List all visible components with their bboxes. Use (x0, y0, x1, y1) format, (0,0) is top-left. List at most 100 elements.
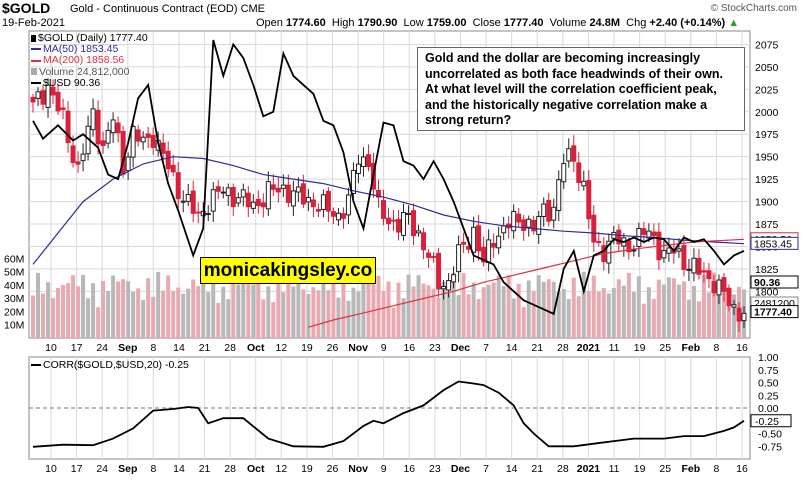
candle-body (235, 197, 241, 204)
x-axis-tick: 2021 (577, 463, 601, 475)
candle-body (411, 210, 417, 237)
annotation-box: Gold and the dollar are becoming increas… (417, 47, 745, 131)
correlation-axis-tick: 0.50 (758, 378, 779, 390)
candle-body (115, 122, 121, 134)
volume-bar (511, 298, 516, 338)
volume-bar (626, 272, 631, 338)
x-axis-tick: Dec (451, 463, 470, 475)
volume-bar (71, 275, 76, 338)
volume-bar (316, 290, 321, 338)
x-axis-tick: 14 (173, 463, 185, 475)
ma200-swatch-icon (31, 59, 41, 62)
candle-body (486, 239, 492, 263)
x-axis-tick: 14 (173, 342, 185, 354)
volume-bar (241, 277, 246, 338)
candle-body (626, 240, 632, 253)
volume-bar (721, 279, 726, 338)
ma50-line (32, 156, 745, 265)
candle-body (711, 281, 717, 294)
candle-body (691, 257, 697, 274)
x-axis-tick: 19 (634, 463, 646, 475)
x-axis-tick: 10 (45, 463, 57, 475)
candle-body (396, 219, 402, 233)
candle-body (666, 247, 672, 254)
correlation-axis-tick: 0.25 (758, 390, 779, 402)
volume-bar (706, 292, 711, 338)
candle-body (380, 200, 386, 219)
candle-body (591, 214, 597, 243)
candle-body (75, 161, 81, 165)
volume-bar (471, 282, 476, 338)
candle-body (290, 190, 296, 207)
volume-bar (311, 287, 316, 338)
x-axis-tick: 19 (301, 463, 313, 475)
candle-body (696, 257, 702, 275)
candle-body (55, 91, 61, 112)
candle-body (631, 249, 637, 252)
correlation-value-tag (750, 414, 792, 428)
x-axis-tick: Nov (348, 342, 368, 354)
value-tag (750, 236, 799, 250)
x-axis-tick: 12 (275, 342, 287, 354)
volume-bar (556, 292, 561, 338)
legend-price: $GOLD (Daily) 1777.40 (31, 32, 148, 44)
candle-body (215, 186, 221, 192)
correlation-line (32, 380, 745, 448)
volume-bar (686, 299, 691, 338)
candle-body (45, 84, 51, 108)
ohlc-summary: Open 1774.60 High 1790.90 Low 1759.00 Cl… (256, 17, 739, 29)
x-axis-tick: 21 (199, 463, 211, 475)
volume-axis-tick: 30M (4, 293, 24, 305)
volume-label: Volume (549, 17, 587, 29)
volume-bar (691, 285, 696, 338)
x-axis-tick: 11 (609, 342, 620, 354)
candle-body (185, 194, 191, 202)
volume-bar (161, 290, 166, 338)
usd-swatch-icon (31, 82, 41, 85)
candle-body (230, 186, 236, 208)
candle-body (471, 226, 477, 253)
volume-bar (371, 281, 376, 338)
candle-body (175, 172, 181, 200)
volume-bar (531, 290, 536, 338)
volume-bar (561, 289, 566, 338)
candle-body (541, 203, 547, 217)
volume-bar (206, 292, 211, 338)
volume-bar (51, 298, 56, 338)
volume-bar (276, 275, 281, 338)
price-axis-tick: 1925 (755, 174, 779, 186)
candle-body (60, 107, 66, 110)
candle-body (636, 227, 642, 247)
correlation-axis-tick: 0.75 (758, 365, 779, 377)
x-axis-tick: 8 (713, 463, 719, 475)
volume-bar (451, 272, 456, 338)
volume-bar (331, 272, 336, 338)
candle-body (125, 156, 131, 172)
price-axis-tick: 1975 (755, 129, 779, 141)
candle-body (451, 274, 457, 283)
volume-bar (41, 293, 46, 338)
volume-bar (76, 286, 81, 338)
volume-bar (566, 299, 571, 338)
stockcharts-credit[interactable]: © StockCharts.com (710, 3, 797, 14)
candle-body (165, 150, 171, 170)
volume-bar (611, 287, 616, 338)
candle-body (641, 228, 647, 235)
volume-bar (336, 297, 341, 338)
price-axis-tick: 1900 (755, 197, 779, 209)
x-axis-tick: 14 (506, 342, 518, 354)
volume-bar (266, 286, 271, 338)
x-axis-tick: 12 (275, 463, 287, 475)
candle-body (145, 133, 151, 138)
volume-bar (476, 298, 481, 338)
candle-body (496, 235, 502, 249)
candle-body (275, 187, 281, 193)
watermark-label: monicakingsley.co (200, 257, 376, 284)
x-axis-tick: 2021 (577, 342, 601, 354)
candle-icon (31, 34, 36, 42)
value-tag (750, 275, 799, 289)
candle-body (521, 219, 527, 231)
candle-body (581, 180, 587, 187)
price-legend: $GOLD (Daily) 1777.40 MA(50) 1853.45 MA(… (31, 32, 148, 89)
candle-body (100, 140, 106, 147)
